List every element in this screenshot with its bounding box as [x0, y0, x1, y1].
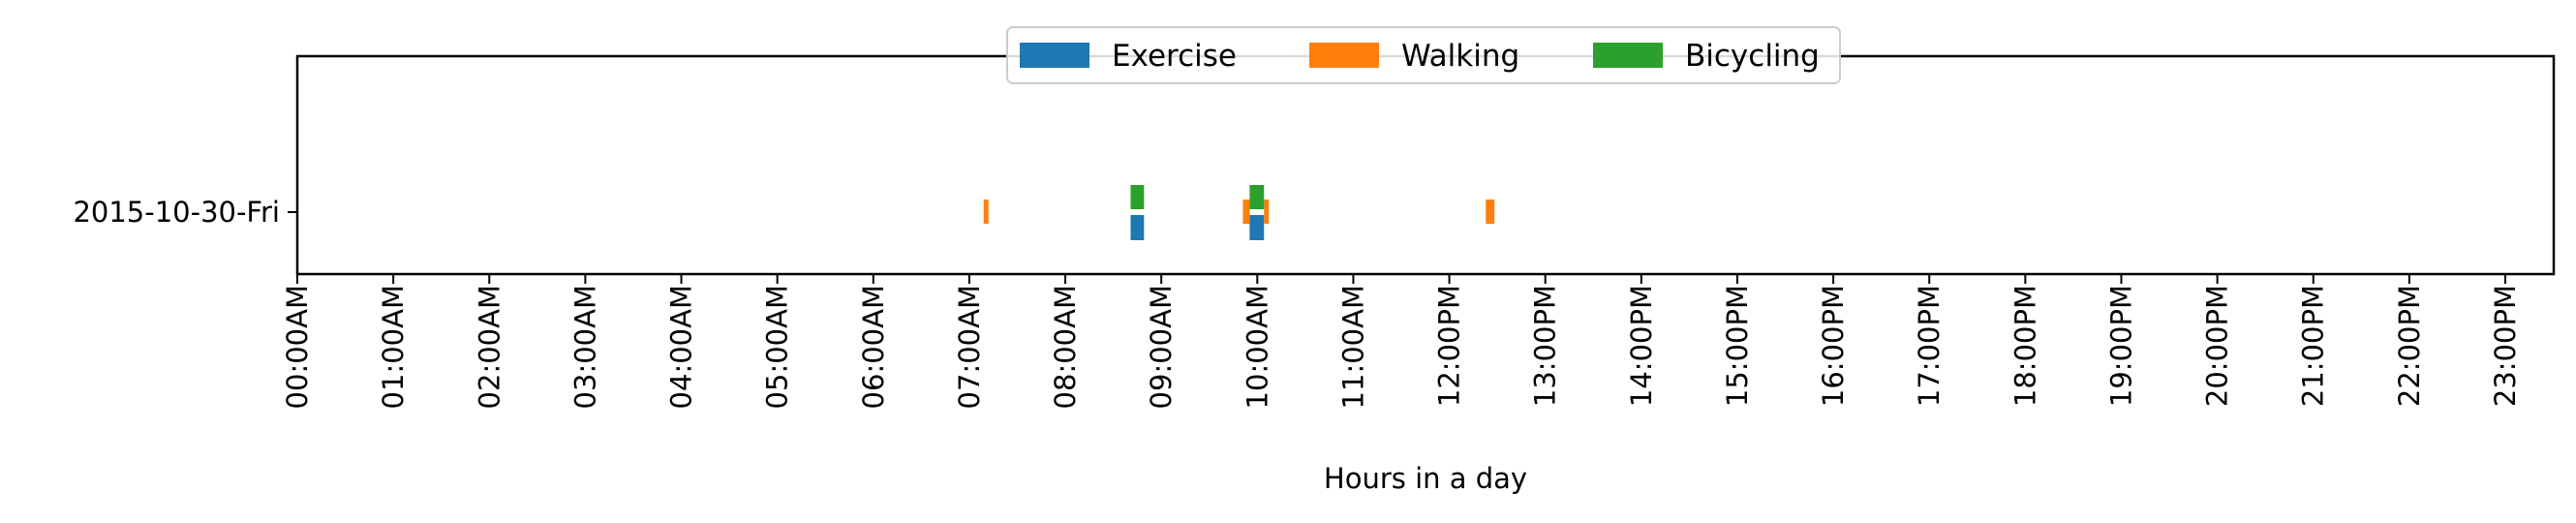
- plot-background: [297, 56, 2554, 274]
- walking-bar: [1486, 200, 1495, 224]
- exercise-bar: [1249, 215, 1265, 240]
- x-tick-label: 06:00AM: [857, 285, 890, 409]
- x-tick-label: 08:00AM: [1049, 285, 1082, 409]
- walking-bar: [983, 200, 989, 224]
- walking-bar: [1264, 200, 1270, 224]
- x-tick-label: 21:00PM: [2297, 285, 2330, 407]
- x-tick-label: 23:00PM: [2489, 285, 2522, 407]
- x-tick-label: 19:00PM: [2104, 285, 2137, 407]
- x-tick-label: 15:00PM: [1721, 285, 1754, 407]
- y-tick-label: 2015-10-30-Fri: [73, 196, 280, 229]
- legend-label-exercise: Exercise: [1112, 39, 1237, 74]
- x-tick-label: 18:00PM: [2009, 285, 2041, 407]
- x-tick-label: 07:00AM: [953, 285, 986, 409]
- bicycling-bar: [1130, 185, 1145, 209]
- y-axis: 2015-10-30-Fri: [73, 196, 297, 229]
- legend-swatch-walking: [1309, 43, 1379, 68]
- x-tick-label: 00:00AM: [281, 285, 314, 409]
- x-tick-label: 01:00AM: [377, 285, 410, 409]
- x-tick-label: 02:00AM: [473, 285, 506, 409]
- x-tick-label: 14:00PM: [1625, 285, 1658, 407]
- x-tick-label: 05:00AM: [761, 285, 794, 409]
- legend: Exercise Walking Bicycling: [1006, 26, 1841, 84]
- legend-swatch-exercise: [1020, 43, 1089, 68]
- x-tick-label: 17:00PM: [1913, 285, 1946, 407]
- legend-swatch-bicycling: [1593, 43, 1663, 68]
- x-tick-label: 04:00AM: [665, 285, 698, 409]
- x-axis: 00:00AM 01:00AM 02:00AM 03:00AM 04:00AM 05:00…: [281, 274, 2522, 409]
- bars-layer: [983, 185, 1495, 240]
- x-tick-label: 13:00PM: [1529, 285, 1562, 407]
- x-tick-label: 12:00PM: [1433, 285, 1466, 407]
- x-tick-label: 11:00AM: [1336, 285, 1369, 409]
- x-axis-label: Hours in a day: [1324, 462, 1527, 495]
- exercise-bar: [1130, 215, 1145, 240]
- x-tick-label: 20:00PM: [2201, 285, 2234, 407]
- legend-box: [1006, 26, 1841, 84]
- bicycling-bar: [1249, 185, 1265, 209]
- x-tick-label: 09:00AM: [1145, 285, 1178, 409]
- legend-label-walking: Walking: [1401, 39, 1519, 74]
- legend-label-bicycling: Bicycling: [1685, 39, 1820, 74]
- x-tick-label: 16:00PM: [1817, 285, 1850, 407]
- x-tick-label: 22:00PM: [2393, 285, 2426, 407]
- x-tick-label: 03:00AM: [568, 285, 601, 409]
- x-tick-label: 10:00AM: [1241, 285, 1273, 409]
- walking-bar: [1242, 200, 1250, 224]
